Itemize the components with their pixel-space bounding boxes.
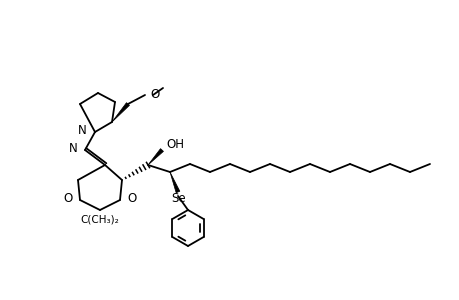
Text: N: N [78,124,87,136]
Text: OH: OH [166,137,184,151]
Text: O: O [150,88,159,100]
Text: C(CH₃)₂: C(CH₃)₂ [80,215,119,225]
Text: Se: Se [171,193,186,206]
Text: O: O [64,193,73,206]
Polygon shape [112,103,129,122]
Polygon shape [148,148,163,165]
Text: N: N [69,142,78,154]
Text: O: O [127,193,136,206]
Polygon shape [170,172,179,193]
